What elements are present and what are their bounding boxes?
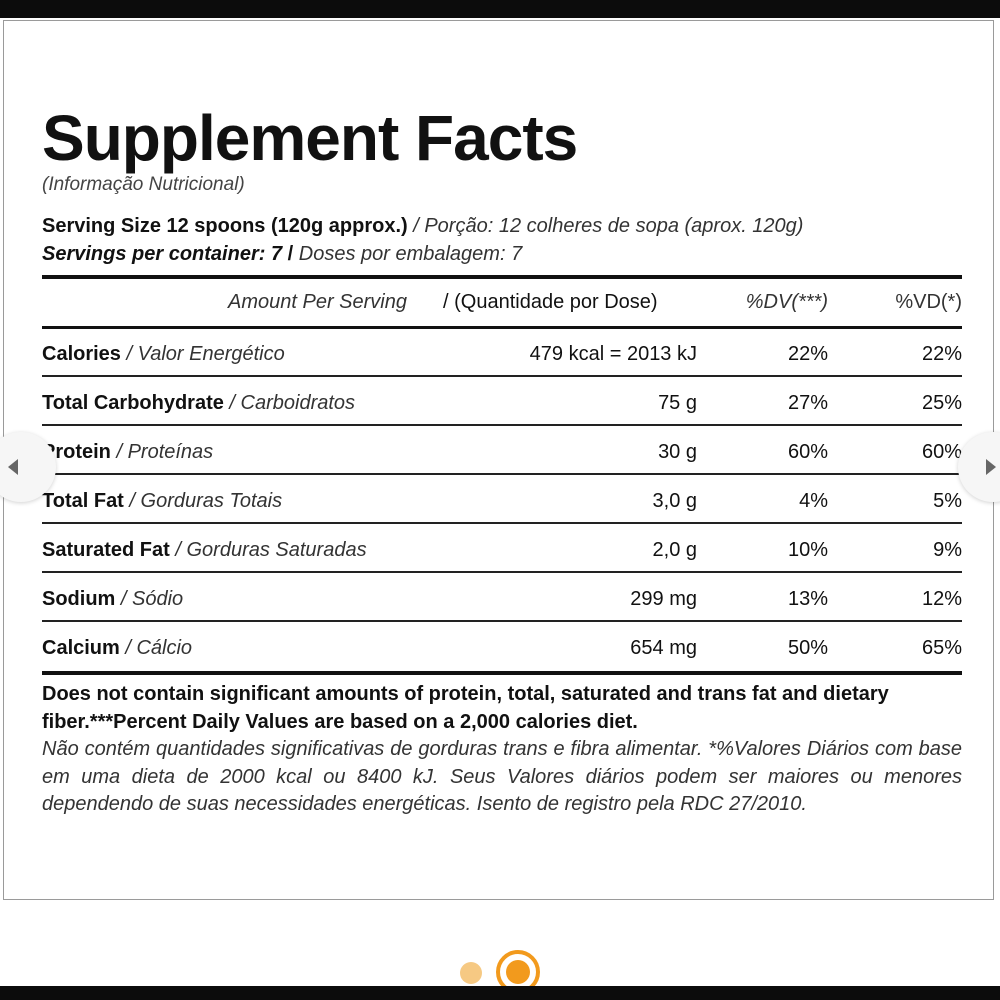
serving-size: Serving Size 12 spoons (120g approx.) / … bbox=[42, 215, 803, 238]
nutrient-name-en: Saturated Fat bbox=[42, 539, 170, 561]
divider-thick bbox=[42, 275, 962, 279]
nutrient-amount: 30 g bbox=[658, 441, 697, 463]
nutrient-row-saturated-fat: Saturated Fat / Gorduras Saturadas 2,0 g… bbox=[42, 525, 962, 573]
carousel-prev-button[interactable] bbox=[0, 432, 56, 502]
nutrient-name: Protein / Proteínas bbox=[42, 441, 213, 464]
nutrient-amount: 654 mg bbox=[630, 637, 697, 659]
nutrient-row-total-carbohydrate: Total Carbohydrate / Carboidratos 75 g 2… bbox=[42, 378, 962, 426]
nutrient-dv: 22% bbox=[787, 343, 828, 365]
row-divider bbox=[42, 571, 962, 573]
nutrient-row-protein: Protein / Proteínas 30 g 60% 60% bbox=[42, 427, 962, 475]
supplement-facts-image: Supplement Facts (Informação Nutricional… bbox=[3, 20, 994, 900]
nutrient-vd: 65% bbox=[921, 637, 962, 659]
serving-size-en: Serving Size 12 spoons (120g approx.) bbox=[42, 215, 408, 237]
header-vd: %VD(*) bbox=[895, 291, 962, 313]
row-divider bbox=[42, 375, 962, 377]
footnote-en: Does not contain significant amounts of … bbox=[42, 683, 889, 733]
nutrient-name-pt: / Gorduras Totais bbox=[123, 490, 283, 512]
nutrient-amount: 2,0 g bbox=[652, 539, 697, 561]
nutrient-vd: 25% bbox=[921, 392, 962, 414]
row-divider bbox=[42, 620, 962, 622]
nutrient-name-pt: / Cálcio bbox=[119, 637, 193, 659]
nutrient-vd: 60% bbox=[921, 441, 962, 463]
nutrient-name-en: Total Carbohydrate bbox=[42, 392, 224, 414]
nutrient-name-pt: / Sódio bbox=[115, 588, 184, 610]
nutrient-name: Total Carbohydrate / Carboidratos bbox=[42, 392, 355, 415]
nutrient-name: Total Fat / Gorduras Totais bbox=[42, 490, 282, 513]
nutrient-dv: 13% bbox=[787, 588, 828, 610]
nutrient-dv: 50% bbox=[787, 637, 828, 659]
nutrient-name: Sodium / Sódio bbox=[42, 588, 183, 611]
label-title: Supplement Facts bbox=[42, 102, 578, 174]
nutrient-name-pt: / Proteínas bbox=[110, 441, 214, 463]
nutrient-name-en: Calcium bbox=[42, 637, 120, 659]
label-subtitle: (Informação Nutricional) bbox=[42, 174, 245, 195]
nutrient-vd: 22% bbox=[921, 343, 962, 365]
chevron-right-icon bbox=[986, 459, 996, 475]
serving-size-pt: / Porção: 12 colheres de sopa (aprox. 12… bbox=[407, 215, 804, 237]
nutrient-name-en: Protein bbox=[42, 441, 111, 463]
footnote-pt: Não contém quantidades significativas de… bbox=[42, 738, 962, 815]
header-quantity-per-dose: / (Quantidade por Dose) bbox=[443, 291, 658, 313]
nutrient-amount: 3,0 g bbox=[652, 490, 697, 512]
nutrient-row-calcium: Calcium / Cálcio 654 mg 50% 65% bbox=[42, 623, 962, 671]
nutrient-name-pt: / Valor Energético bbox=[120, 343, 285, 365]
nutrient-name: Calories / Valor Energético bbox=[42, 343, 285, 366]
header-amount-per-serving: Amount Per Serving bbox=[228, 291, 407, 313]
nutrient-dv: 27% bbox=[787, 392, 828, 414]
row-divider bbox=[42, 522, 962, 524]
servings-per-container-en: Servings per container: 7 bbox=[42, 243, 283, 265]
nutrient-vd: 5% bbox=[933, 490, 962, 512]
nutrient-name-en: Sodium bbox=[42, 588, 116, 610]
nutrient-name-pt: / Carboidratos bbox=[223, 392, 356, 414]
nutrient-amount: 75 g bbox=[658, 392, 697, 414]
nutrient-amount: 299 mg bbox=[630, 588, 697, 610]
nutrient-amount: 479 kcal = 2013 kJ bbox=[529, 343, 697, 365]
divider-header bbox=[42, 326, 962, 329]
carousel-dot-1[interactable] bbox=[460, 962, 482, 984]
nutrient-name-en: Calories bbox=[42, 343, 121, 365]
nutrient-table-header: Amount Per Serving / (Quantidade por Dos… bbox=[42, 291, 962, 321]
nutrient-row-total-fat: Total Fat / Gorduras Totais 3,0 g 4% 5% bbox=[42, 476, 962, 524]
nutrient-name: Saturated Fat / Gorduras Saturadas bbox=[42, 539, 367, 562]
servings-per-container: Servings per container: 7 / Doses por em… bbox=[42, 243, 522, 266]
nutrient-name-pt: / Gorduras Saturadas bbox=[169, 539, 367, 561]
divider-thick-bottom bbox=[42, 671, 962, 675]
nutrient-dv: 4% bbox=[799, 490, 828, 512]
nutrient-row-sodium: Sodium / Sódio 299 mg 13% 12% bbox=[42, 574, 962, 622]
footnotes: Does not contain significant amounts of … bbox=[42, 681, 962, 819]
nutrient-vd: 9% bbox=[933, 539, 962, 561]
bottom-bar bbox=[0, 986, 1000, 1000]
top-bar bbox=[0, 0, 1000, 18]
nutrient-name: Calcium / Cálcio bbox=[42, 637, 192, 660]
header-dv: %DV(***) bbox=[745, 291, 828, 313]
row-divider bbox=[42, 473, 962, 475]
nutrient-vd: 12% bbox=[921, 588, 962, 610]
chevron-left-icon bbox=[8, 459, 18, 475]
servings-per-container-pt: Doses por embalagem: 7 bbox=[298, 243, 523, 265]
nutrient-name-en: Total Fat bbox=[42, 490, 124, 512]
nutrient-dv: 60% bbox=[787, 441, 828, 463]
nutrient-dv: 10% bbox=[787, 539, 828, 561]
active-dot-core bbox=[506, 960, 530, 984]
servings-separator: / bbox=[282, 243, 299, 265]
row-divider bbox=[42, 424, 962, 426]
nutrient-row-calories: Calories / Valor Energético 479 kcal = 2… bbox=[42, 329, 962, 377]
